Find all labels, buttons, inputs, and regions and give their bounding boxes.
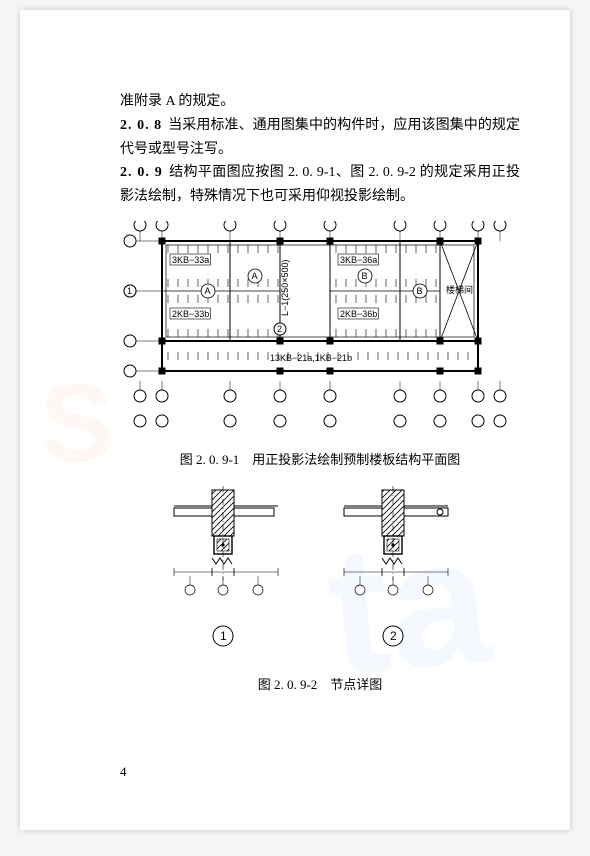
- figure-2-caption: 图 2. 0. 9-2 节点详图: [120, 674, 520, 693]
- svg-text:3KB−33a: 3KB−33a: [172, 255, 209, 265]
- figure-2-0-9-1: 3KB−33a 2KB−33b 3KB−36a 2KB−36b 13KB−21a,1KB…: [120, 221, 520, 468]
- svg-text:L−1(250×500): L−1(250×500): [280, 259, 290, 316]
- svg-text:2: 2: [277, 324, 282, 334]
- svg-text:13KB−21a,1KB−21b: 13KB−21a,1KB−21b: [270, 353, 352, 363]
- svg-text:2KB−36b: 2KB−36b: [340, 309, 377, 319]
- svg-text:楼梯间: 楼梯间: [446, 284, 473, 295]
- clause-num: 2. 0. 9: [120, 165, 163, 180]
- para-continuation: 准附录 A 的规定。: [120, 90, 520, 114]
- watermark-1: S: [40, 360, 113, 487]
- plan-svg: 3KB−33a 2KB−33b 3KB−36a 2KB−36b 13KB−21a,1KB…: [120, 221, 520, 441]
- svg-text:1: 1: [127, 286, 132, 296]
- figure-1-caption: 图 2. 0. 9-1 用正投影法绘制预制楼板结构平面图: [120, 449, 520, 468]
- svg-text:2KB−33b: 2KB−33b: [172, 309, 209, 319]
- page: S ta 准附录 A 的规定。 2. 0. 8当采用标准、通用图集中的构件时，应…: [20, 10, 570, 830]
- svg-text:A: A: [205, 286, 211, 296]
- clause-num: 2. 0. 8: [120, 118, 162, 133]
- detail-svg: 12: [160, 486, 480, 666]
- svg-text:3KB−36a: 3KB−36a: [340, 255, 377, 265]
- para-2-0-9: 2. 0. 9结构平面图应按图 2. 0. 9-1、图 2. 0. 9-2 的规…: [120, 161, 520, 209]
- clause-text: 结构平面图应按图 2. 0. 9-1、图 2. 0. 9-2 的规定采用正投影法…: [120, 165, 520, 204]
- svg-text:B: B: [417, 286, 423, 296]
- content-block: 准附录 A 的规定。 2. 0. 8当采用标准、通用图集中的构件时，应用该图集中…: [120, 90, 520, 693]
- svg-text:1: 1: [220, 629, 227, 643]
- page-number: 4: [120, 764, 127, 780]
- svg-text:B: B: [362, 271, 368, 281]
- para-2-0-8: 2. 0. 8当采用标准、通用图集中的构件时，应用该图集中的规定代号或型号注写。: [120, 114, 520, 162]
- clause-text: 当采用标准、通用图集中的构件时，应用该图集中的规定代号或型号注写。: [120, 118, 520, 157]
- svg-text:A: A: [252, 271, 258, 281]
- svg-text:2: 2: [390, 629, 397, 643]
- figure-2-0-9-2: 12 图 2. 0. 9-2 节点详图: [120, 486, 520, 693]
